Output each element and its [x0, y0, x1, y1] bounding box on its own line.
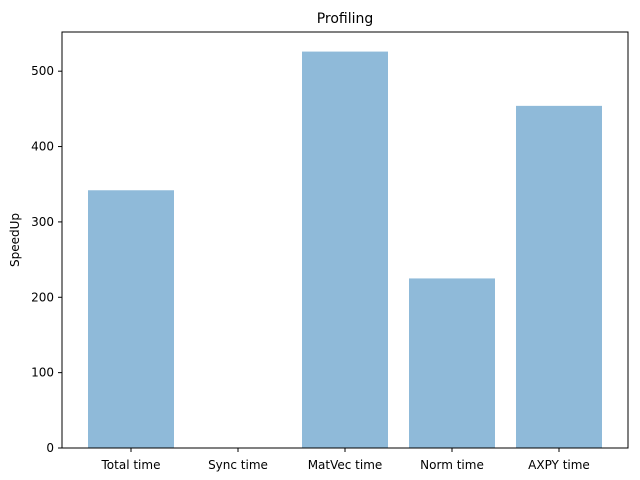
bars-layer: [88, 51, 602, 449]
y-axis-label: SpeedUp: [8, 213, 22, 267]
x-tick-label: Sync time: [208, 458, 268, 472]
y-tick-label: 300: [31, 215, 54, 229]
y-tick-label: 200: [31, 290, 54, 304]
y-tick-label: 0: [46, 441, 54, 455]
y-tick-label: 500: [31, 64, 54, 78]
bar-axpy-time: [516, 105, 602, 449]
bar-matvec-time: [302, 51, 388, 449]
x-tick-label: Total time: [101, 458, 161, 472]
y-tick-label: 100: [31, 366, 54, 380]
bar-total-time: [88, 190, 174, 448]
chart-title: Profiling: [317, 11, 374, 27]
plot-frame: [61, 31, 629, 449]
bar-norm-time: [409, 278, 495, 448]
x-tick-label: AXPY time: [528, 458, 590, 472]
x-axis-ticks: Total time Sync time MatVec time Norm time A…: [101, 448, 590, 472]
y-axis-ticks: 0 100 200 300 400 500: [31, 64, 62, 455]
x-tick-label: Norm time: [420, 458, 484, 472]
x-tick-label: MatVec time: [308, 458, 383, 472]
y-tick-label: 400: [31, 140, 54, 154]
